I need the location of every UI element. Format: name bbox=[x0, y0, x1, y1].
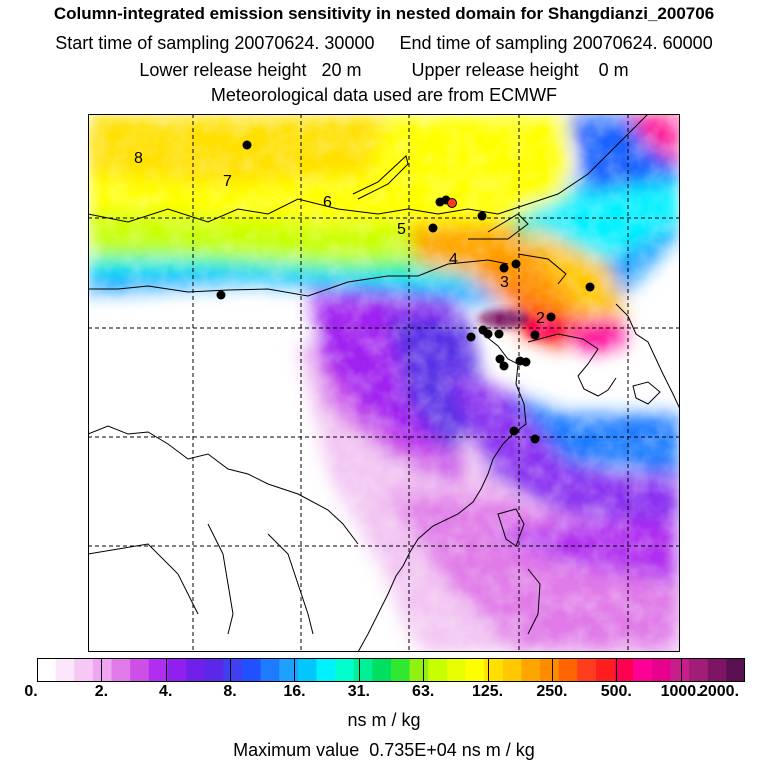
colorbar-tick-label: 16. bbox=[283, 683, 306, 700]
colorbar-cell bbox=[260, 658, 280, 682]
station-marker bbox=[466, 332, 476, 342]
colorbar-cell bbox=[353, 658, 373, 682]
contour-label: 6 bbox=[323, 194, 332, 211]
emission-sensitivity-map: 8 7 6 5 4 3 2 bbox=[88, 114, 680, 652]
colorbar-cell bbox=[595, 658, 616, 682]
colorbar-cell bbox=[726, 658, 745, 682]
colorbar-cell bbox=[465, 658, 485, 682]
colorbar-cell bbox=[92, 658, 113, 682]
chart-title: Column-integrated emission sensitivity i… bbox=[53, 4, 715, 23]
contour-label: 4 bbox=[449, 251, 458, 268]
colorbar-tick-label: 1000. bbox=[660, 683, 701, 700]
station-marker bbox=[585, 282, 595, 292]
colorbar-cell bbox=[74, 658, 94, 682]
contour-label: 5 bbox=[397, 221, 406, 238]
colorbar-cell bbox=[409, 658, 429, 682]
colorbar-cell bbox=[502, 658, 523, 682]
receptor-marker bbox=[447, 198, 457, 208]
colorbar-cell bbox=[279, 658, 299, 682]
colorbar-cell bbox=[148, 658, 169, 682]
colorbar-cell bbox=[335, 658, 355, 682]
colorbar-cell bbox=[614, 658, 634, 682]
colorbar-units: ns m / kg bbox=[347, 710, 421, 730]
colorbar bbox=[37, 658, 745, 682]
colorbar-tick-label: 8. bbox=[223, 683, 237, 700]
station-marker bbox=[499, 263, 509, 273]
colorbar-cell bbox=[558, 658, 578, 682]
station-marker bbox=[477, 211, 487, 221]
colorbar-cell bbox=[446, 658, 467, 682]
station-marker bbox=[530, 330, 540, 340]
station-marker bbox=[242, 140, 252, 150]
colorbar-cell bbox=[167, 658, 187, 682]
colorbar-cell bbox=[521, 658, 541, 682]
colorbar-tick-label: 125. bbox=[471, 683, 504, 700]
max-value-label: Maximum value 0.735E+04 ns m / kg bbox=[233, 740, 535, 760]
release-height-line: Lower release height 20 m Upper release … bbox=[139, 60, 629, 80]
colorbar-cell bbox=[111, 658, 131, 682]
colorbar-cell bbox=[484, 658, 504, 682]
colorbar-cell bbox=[186, 658, 206, 682]
colorbar-tick-label: 500. bbox=[600, 683, 632, 700]
colorbar-cell bbox=[204, 658, 224, 682]
colorbar-tick-label: 0. bbox=[24, 683, 38, 700]
colorbar-cell bbox=[633, 658, 653, 682]
colorbar-cell bbox=[372, 658, 392, 682]
station-marker bbox=[509, 426, 519, 436]
station-marker bbox=[495, 354, 505, 364]
colorbar-cell bbox=[651, 658, 672, 682]
contour-label: 2 bbox=[536, 310, 545, 327]
colorbar-cell bbox=[670, 658, 690, 682]
colorbar-cell bbox=[37, 658, 57, 682]
colorbar-tick-label: 31. bbox=[347, 683, 370, 700]
colorbar-cell bbox=[241, 658, 262, 682]
met-data-line: Meteorological data used are from ECMWF bbox=[210, 85, 558, 105]
colorbar-cell bbox=[707, 658, 727, 682]
colorbar-cell bbox=[55, 658, 75, 682]
station-marker bbox=[511, 259, 521, 269]
colorbar-cell bbox=[391, 658, 411, 682]
station-marker bbox=[546, 312, 556, 322]
station-marker bbox=[483, 329, 493, 339]
station-marker bbox=[494, 329, 504, 339]
colorbar-cell bbox=[316, 658, 336, 682]
station-marker bbox=[499, 361, 509, 371]
grid-lines bbox=[88, 114, 680, 652]
colorbar-cell bbox=[540, 658, 560, 682]
coastlines-borders bbox=[88, 114, 680, 652]
contour-label: 3 bbox=[500, 274, 509, 291]
colorbar-tick-label: 2. bbox=[94, 683, 109, 700]
colorbar-tick-label: 2000. bbox=[698, 683, 740, 700]
sampling-time-line: Start time of sampling 20070624. 30000 E… bbox=[55, 33, 713, 53]
colorbar-cell bbox=[130, 658, 150, 682]
contour-label: 7 bbox=[223, 173, 232, 190]
station-markers bbox=[216, 140, 595, 444]
station-marker bbox=[521, 357, 531, 367]
contour-label: 8 bbox=[134, 150, 143, 167]
station-marker bbox=[216, 290, 226, 300]
colorbar-cell bbox=[297, 658, 318, 682]
station-marker bbox=[428, 223, 438, 233]
colorbar-cell bbox=[689, 658, 709, 682]
colorbar-cell bbox=[577, 658, 597, 682]
colorbar-tick-label: 63. bbox=[412, 683, 435, 700]
colorbar-cell bbox=[428, 658, 448, 682]
station-marker bbox=[530, 434, 540, 444]
colorbar-cell bbox=[223, 658, 243, 682]
colorbar-tick-label: 4. bbox=[159, 683, 173, 700]
colorbar-tick-label: 250. bbox=[536, 683, 568, 700]
map-frame bbox=[88, 114, 680, 652]
